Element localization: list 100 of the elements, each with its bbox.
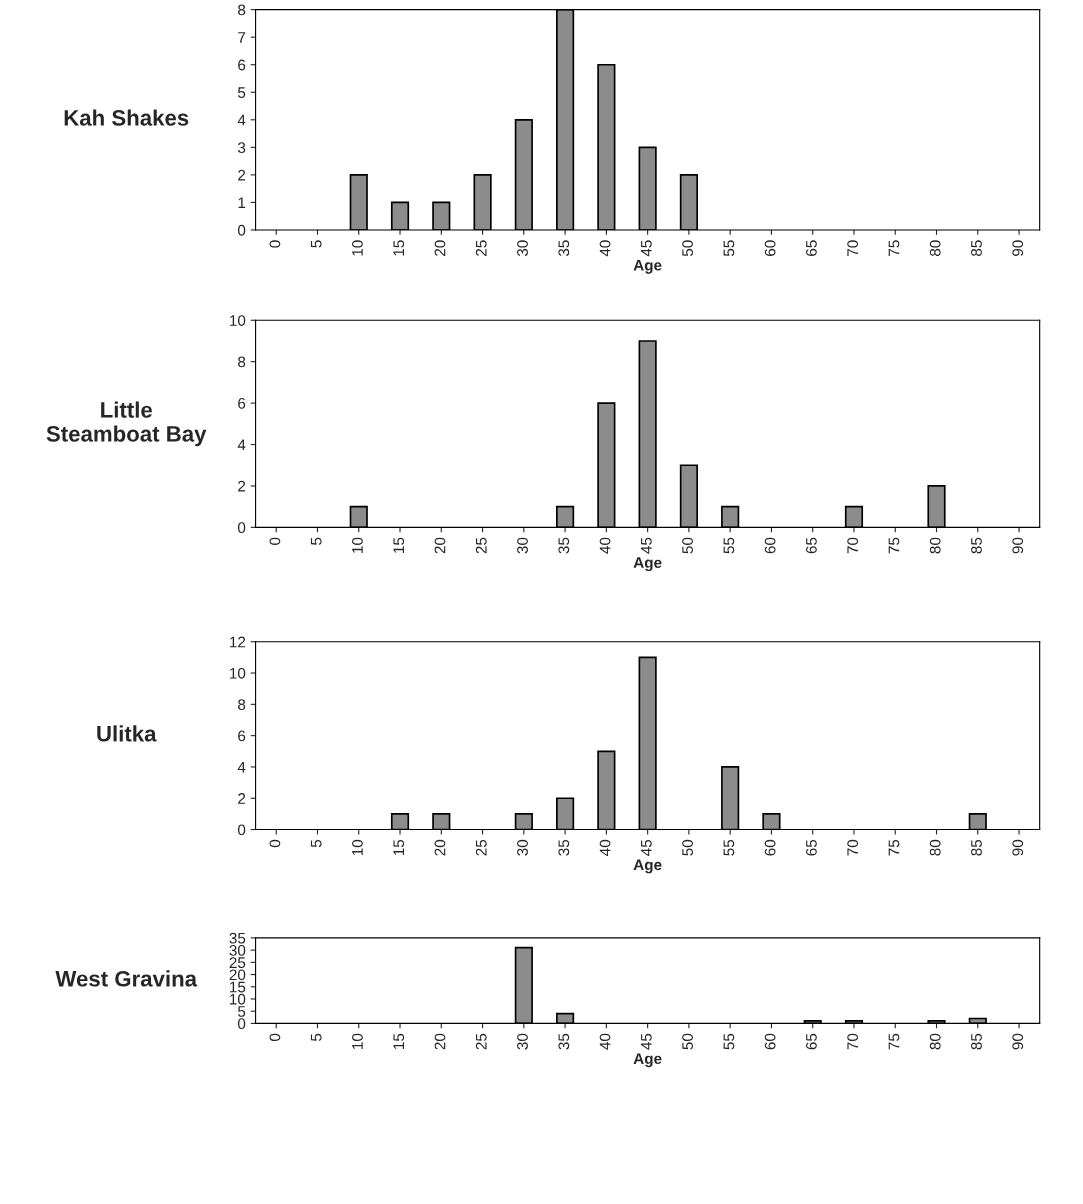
y-tick-label: 4 <box>237 439 246 451</box>
x-tick-label: 35 <box>558 537 570 554</box>
x-tick-label: 60 <box>764 1033 776 1050</box>
x-tick-label: 65 <box>805 1033 817 1050</box>
y-tick-label: 20 <box>229 969 246 981</box>
x-tick-label: 45 <box>641 240 652 257</box>
x-tick-label: 75 <box>888 1033 900 1050</box>
x-tick-label: 75 <box>888 240 900 256</box>
x-tick-label: 15 <box>393 537 405 553</box>
y-axis-title: West Gravina <box>55 970 198 987</box>
x-tick-label: 40 <box>599 537 611 554</box>
x-tick-label: 55 <box>723 1033 735 1050</box>
y-tick-label: 7 <box>238 32 246 43</box>
x-tick-label: 20 <box>434 240 446 256</box>
x-tick-label: 10 <box>352 1033 363 1049</box>
y-tick-label: 25 <box>229 957 246 969</box>
x-tick-label: 80 <box>929 839 941 856</box>
x-tick-label: 55 <box>723 240 735 257</box>
y-axis-title: Ulitka <box>97 725 157 742</box>
x-tick-label: 45 <box>641 839 652 856</box>
x-tick-label: 70 <box>847 839 859 856</box>
x-tick-label: 85 <box>971 1033 982 1050</box>
y-tick-label: 6 <box>238 59 246 71</box>
y-tick-label: 12 <box>230 636 246 648</box>
x-tick-label: 75 <box>888 839 900 856</box>
x-axis-title: Age <box>633 1053 662 1068</box>
y-tick-label: 10 <box>230 993 246 1005</box>
y-tick-label: 10 <box>230 315 246 326</box>
x-tick-label: 65 <box>805 240 817 256</box>
x-tick-label: 70 <box>847 537 859 554</box>
y-tick-label: 8 <box>238 356 246 368</box>
x-tick-label: 30 <box>517 1033 528 1050</box>
y-tick-label: 5 <box>237 87 246 98</box>
y-tick-label: 4 <box>237 114 246 126</box>
x-tick-label: 20 <box>434 537 446 554</box>
x-tick-label: 20 <box>434 839 446 856</box>
y-tick-label: 15 <box>230 981 246 993</box>
y-axis-title: Kah Shakes <box>64 109 189 126</box>
x-tick-label: 35 <box>558 1033 570 1050</box>
x-tick-label: 85 <box>971 839 982 856</box>
x-tick-label: 45 <box>641 537 652 554</box>
x-tick-label: 55 <box>723 839 735 856</box>
x-tick-label: 0 <box>269 240 281 248</box>
x-tick-label: 50 <box>682 240 693 257</box>
x-tick-label: 80 <box>929 240 941 257</box>
x-tick-label: 90 <box>1012 537 1024 554</box>
x-tick-label: 0 <box>269 537 281 545</box>
x-tick-label: 30 <box>517 839 528 856</box>
x-tick-label: 0 <box>269 839 281 848</box>
y-tick-label: 6 <box>238 397 246 409</box>
x-tick-label: 50 <box>682 1033 693 1050</box>
x-tick-label: 10 <box>352 537 363 553</box>
y-tick-label: 0 <box>237 824 246 836</box>
y-tick-label: 6 <box>238 730 246 742</box>
x-tick-label: 15 <box>393 1033 405 1049</box>
x-axis-title: Age <box>633 557 662 572</box>
x-tick-label: 15 <box>393 839 405 856</box>
x-tick-label: 55 <box>723 537 735 554</box>
y-tick-label: 30 <box>229 945 246 956</box>
y-tick-label: 2 <box>238 169 246 181</box>
x-tick-label: 70 <box>847 1033 859 1050</box>
x-tick-label: 25 <box>475 537 487 554</box>
x-tick-label: 5 <box>310 240 322 248</box>
x-tick-label: 5 <box>310 1033 322 1042</box>
y-tick-label: 3 <box>237 142 246 154</box>
x-tick-label: 65 <box>805 537 817 554</box>
y-tick-label: 10 <box>230 667 246 679</box>
y-tick-label: 0 <box>237 1018 246 1030</box>
x-tick-label: 45 <box>641 1033 652 1050</box>
x-tick-label: 40 <box>599 839 611 856</box>
y-tick-label: 4 <box>237 761 246 773</box>
x-tick-label: 90 <box>1012 839 1024 856</box>
x-tick-label: 5 <box>310 537 322 545</box>
y-tick-label: 35 <box>229 932 246 944</box>
y-tick-label: 2 <box>238 480 246 492</box>
x-tick-label: 10 <box>352 240 363 256</box>
x-tick-label: 90 <box>1012 1033 1024 1050</box>
x-axis-title: Age <box>633 859 662 874</box>
x-tick-label: 30 <box>517 240 528 257</box>
x-tick-label: 0 <box>269 1033 281 1042</box>
x-tick-label: 80 <box>929 1033 941 1050</box>
x-tick-label: 65 <box>805 839 817 856</box>
x-axis-title: Age <box>633 259 662 274</box>
x-tick-label: 85 <box>971 240 982 257</box>
y-tick-label: 1 <box>238 197 246 208</box>
x-tick-label: 60 <box>764 839 776 856</box>
x-tick-label: 80 <box>929 537 941 554</box>
y-axis-title: Little Steamboat Bay <box>46 401 207 447</box>
y-tick-label: 2 <box>238 793 246 804</box>
x-tick-label: 60 <box>764 537 776 554</box>
x-tick-label: 5 <box>310 839 322 848</box>
x-tick-label: 35 <box>558 240 570 257</box>
x-tick-label: 60 <box>764 240 776 256</box>
x-tick-label: 20 <box>434 1033 446 1050</box>
x-tick-label: 30 <box>517 537 528 554</box>
y-tick-label: 8 <box>238 699 246 711</box>
x-tick-label: 25 <box>475 839 487 856</box>
x-tick-label: 90 <box>1012 240 1024 256</box>
y-tick-label: 5 <box>237 1006 246 1017</box>
x-tick-label: 40 <box>599 1033 611 1050</box>
